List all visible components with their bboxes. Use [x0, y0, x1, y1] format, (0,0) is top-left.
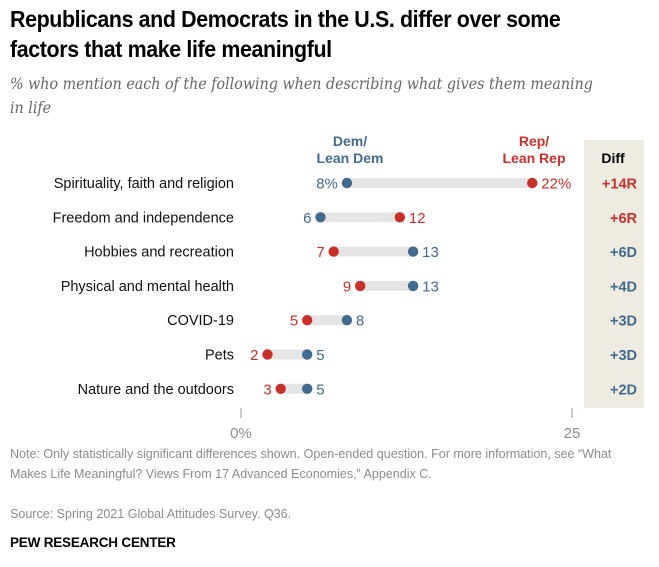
rep-dot: [262, 349, 273, 360]
diff-column-background: [584, 140, 644, 408]
dem-dot: [407, 280, 419, 292]
rep-dot: [275, 383, 286, 394]
chart-row: COVID-19 8 5 +3D: [167, 313, 637, 330]
range-bar: [307, 315, 347, 326]
x-tick-label: 25: [564, 425, 581, 440]
category-label: Nature and the outdoors: [78, 382, 234, 398]
legend: Dem/ Lean Dem Rep/ Lean Rep Diff: [317, 133, 625, 166]
dem-dot: [302, 383, 313, 394]
diff-header: Diff: [601, 150, 625, 166]
chart-row: Pets 5 2 +3D: [205, 347, 637, 364]
category-label: Hobbies and recreation: [84, 245, 234, 261]
chart-row: Physical and mental health 13 9 +4D: [61, 278, 637, 295]
dem-dot: [407, 246, 419, 257]
dem-dot: [341, 315, 353, 326]
range-bar: [267, 349, 308, 360]
diff-value: +3D: [610, 348, 637, 364]
category-label: Freedom and independence: [53, 210, 234, 226]
rep-value-label: 2: [250, 347, 258, 364]
dot-plot-chart: Dem/ Lean Dem Rep/ Lean Rep Diff Spiritu…: [53, 133, 644, 440]
x-tick-label: 0%: [230, 425, 252, 440]
rep-dot: [527, 177, 538, 189]
category-label: Pets: [205, 348, 234, 364]
rep-value-label: 3: [263, 381, 271, 398]
dem-dot: [302, 349, 313, 360]
rep-value-label: 9: [343, 278, 351, 295]
category-label: COVID-19: [167, 313, 234, 329]
x-axis: 0% 25: [230, 408, 580, 440]
diff-value: +6D: [610, 245, 637, 261]
legend-dem-line2: Lean Dem: [317, 150, 384, 166]
dem-value-label: 8%: [316, 176, 338, 193]
diff-value: +2D: [610, 382, 637, 398]
source-note: Source: Spring 2021 Global Attitudes Sur…: [10, 506, 292, 521]
chart-row: Hobbies and recreation 13 7 +6D: [84, 244, 637, 261]
chart-row: Freedom and independence 6 12 +6R: [53, 210, 638, 227]
rep-value-label: 22%: [541, 176, 571, 193]
chart-row: Spirituality, faith and religion 8% 22% +14…: [54, 176, 638, 193]
category-label: Physical and mental health: [61, 279, 234, 295]
diff-value: +14R: [602, 177, 638, 193]
range-bar: [360, 280, 414, 291]
legend-rep-line2: Lean Rep: [502, 150, 565, 166]
category-label: Spirituality, faith and religion: [54, 176, 234, 192]
dem-value-label: 8: [356, 313, 364, 330]
dem-value-label: 5: [316, 381, 324, 398]
dem-dot: [315, 212, 326, 223]
rep-value-label: 12: [409, 210, 426, 227]
rep-dot: [302, 315, 313, 326]
dem-value-label: 5: [316, 347, 324, 364]
chart-rows: Spirituality, faith and religion 8% 22% +14…: [53, 176, 638, 399]
rep-dot: [394, 212, 406, 223]
footnote: Note: Only statistically significant dif…: [10, 446, 612, 481]
range-bar: [333, 246, 414, 257]
dem-value-label: 13: [422, 278, 439, 295]
range-bar: [280, 383, 308, 394]
range-bar: [346, 178, 533, 188]
diff-value: +6R: [610, 211, 638, 227]
diff-value: +3D: [610, 314, 637, 330]
rep-dot: [354, 280, 366, 292]
rep-value-label: 5: [290, 313, 298, 330]
diff-value: +4D: [610, 279, 637, 295]
chart-subtitle: % who mention each of the following when…: [10, 75, 593, 117]
dem-dot: [341, 177, 353, 189]
dem-value-label: 13: [422, 244, 439, 261]
chart-title: Republicans and Democrats in the U.S. di…: [10, 6, 561, 62]
legend-rep-line1: Rep/: [519, 133, 549, 149]
dem-value-label: 6: [303, 210, 311, 227]
rep-dot: [328, 246, 339, 257]
brand-logo-text: PEW RESEARCH CENTER: [10, 535, 176, 550]
legend-dem-line1: Dem/: [333, 133, 367, 149]
rep-value-label: 7: [316, 244, 324, 261]
range-bar: [320, 212, 400, 223]
chart-row: Nature and the outdoors 5 3 +2D: [78, 381, 637, 398]
